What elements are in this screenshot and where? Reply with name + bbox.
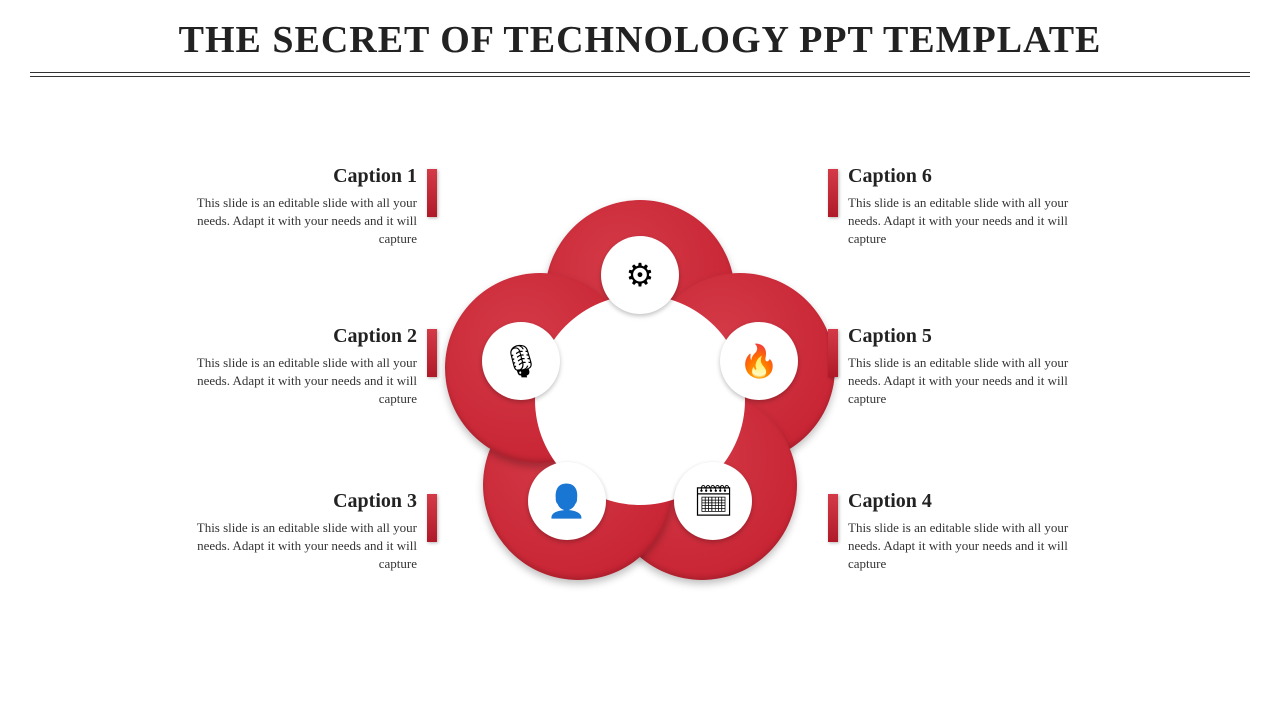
caption-bar [828, 494, 838, 542]
caption-4: Caption 4 This slide is an editable slid… [830, 490, 1100, 574]
caption-3: Caption 3 This slide is an editable slid… [165, 490, 435, 574]
caption-body: This slide is an editable slide with all… [165, 194, 417, 249]
caption-title: Caption 4 [848, 490, 1100, 513]
caption-body: This slide is an editable slide with all… [848, 354, 1100, 409]
caption-bar [828, 169, 838, 217]
firewall-icon: 🔥 [720, 322, 798, 400]
caption-body: This slide is an editable slide with all… [848, 194, 1100, 249]
caption-bar [828, 329, 838, 377]
caption-bar [427, 329, 437, 377]
caption-title: Caption 1 [165, 165, 417, 188]
presenter-icon: 👤 [528, 462, 606, 540]
caption-title: Caption 2 [165, 325, 417, 348]
flower-diagram: ⚙🔥🗓👤🎙 [430, 190, 850, 610]
caption-2: Caption 2 This slide is an editable slid… [165, 325, 435, 409]
caption-bar [427, 169, 437, 217]
caption-5: Caption 5 This slide is an editable slid… [830, 325, 1100, 409]
caption-title: Caption 3 [165, 490, 417, 513]
caption-title: Caption 5 [848, 325, 1100, 348]
caption-title: Caption 6 [848, 165, 1100, 188]
gears-icon: ⚙ [601, 236, 679, 314]
mic-icon: 🎙 [482, 322, 560, 400]
caption-body: This slide is an editable slide with all… [165, 519, 417, 574]
caption-6: Caption 6 This slide is an editable slid… [830, 165, 1100, 249]
title-underline [30, 72, 1250, 77]
caption-bar [427, 494, 437, 542]
caption-1: Caption 1 This slide is an editable slid… [165, 165, 435, 249]
caption-body: This slide is an editable slide with all… [848, 519, 1100, 574]
caption-body: This slide is an editable slide with all… [165, 354, 417, 409]
slide-title: THE SECRET OF TECHNOLOGY PPT TEMPLATE [0, 0, 1280, 72]
diagram-stage: ⚙🔥🗓👤🎙 Caption 1 This slide is an editabl… [0, 100, 1280, 700]
